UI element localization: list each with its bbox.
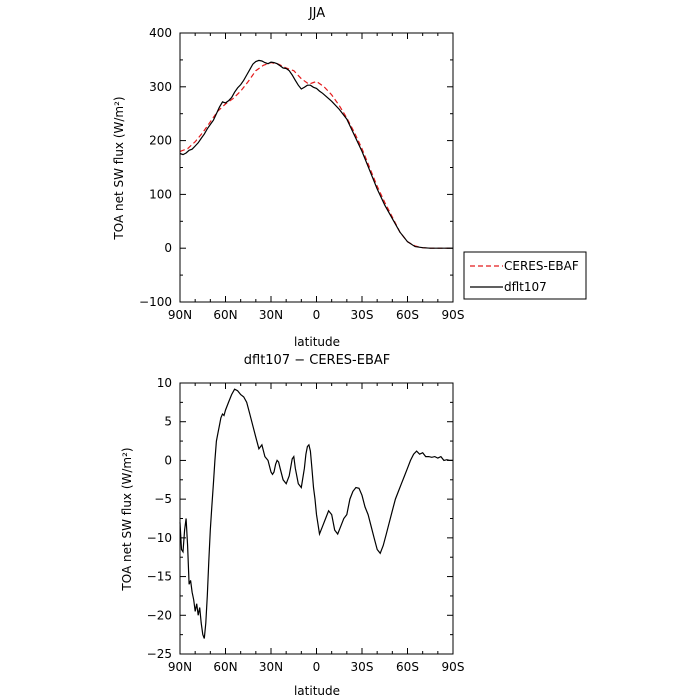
top-chart-series: [179, 59, 453, 249]
y-tick-label: 400: [149, 26, 172, 40]
top-chart-title: JJA: [308, 6, 325, 21]
y-tick-label: 0: [164, 241, 172, 255]
x-tick-label: 90S: [442, 660, 465, 674]
x-tick-label: 0: [313, 308, 321, 322]
y-tick-label: −5: [154, 492, 172, 506]
legend-box: [463, 251, 587, 300]
bottom-chart-xlabel: latitude: [294, 684, 340, 698]
x-tick-label: 60N: [213, 660, 237, 674]
x-tick-label: 30N: [259, 660, 283, 674]
difference-line: [179, 388, 453, 639]
y-tick-label: 0: [164, 453, 172, 467]
ceres-ebaf-line: [179, 61, 453, 249]
x-tick-label: 30N: [259, 308, 283, 322]
top-chart-ticks: 90N 60N 30N 0 30S 60S 90S −100 0 100 200 300 400: [139, 26, 464, 322]
bottom-chart-series: [179, 388, 453, 639]
legend-dflt-label: dflt107: [504, 280, 547, 294]
top-chart-xlabel: latitude: [294, 335, 340, 349]
y-tick-label: −100: [139, 295, 172, 309]
dflt107-line: [179, 59, 453, 249]
x-tick-label: 30S: [351, 308, 374, 322]
x-tick-label: 60S: [396, 308, 419, 322]
top-chart-frame: [179, 32, 454, 303]
x-tick-label: 90N: [168, 308, 192, 322]
x-tick-label: 90S: [442, 308, 465, 322]
bottom-chart-title: dflt107 − CERES-EBAF: [244, 353, 391, 368]
x-tick-label: 0: [313, 660, 321, 674]
x-tick-label: 60N: [213, 308, 237, 322]
bottom-chart-ylabel: TOA net SW flux (W/m²): [120, 447, 134, 591]
y-tick-label: −20: [147, 608, 172, 622]
legend: CERES-EBAF dflt107: [463, 251, 587, 300]
y-tick-label: 100: [149, 187, 172, 201]
y-tick-label: 200: [149, 134, 172, 148]
y-tick-label: 10: [157, 376, 172, 390]
legend-ceres-label: CERES-EBAF: [504, 259, 579, 273]
y-tick-label: −25: [147, 647, 172, 661]
x-tick-label: 30S: [351, 660, 374, 674]
x-tick-label: 60S: [396, 660, 419, 674]
y-tick-label: −15: [147, 570, 172, 584]
y-tick-label: −10: [147, 531, 172, 545]
y-tick-label: 5: [164, 415, 172, 429]
bottom-chart-ticks: 90N 60N 30N 0 30S 60S 90S −25 −20 −15 −10 −5 0 5 10: [147, 376, 465, 674]
x-tick-label: 90N: [168, 660, 192, 674]
top-chart-ylabel: TOA net SW flux (W/m²): [112, 96, 126, 240]
bottom-chart: dflt107 − CERES-EBAF 90N 60N 30N 0 30S 60S 90S…: [120, 353, 464, 698]
top-chart: JJA 90N 60N 30N 0 30S 60S 90S −100 0 100 200 300 400…: [112, 6, 587, 349]
y-tick-label: 300: [149, 80, 172, 94]
